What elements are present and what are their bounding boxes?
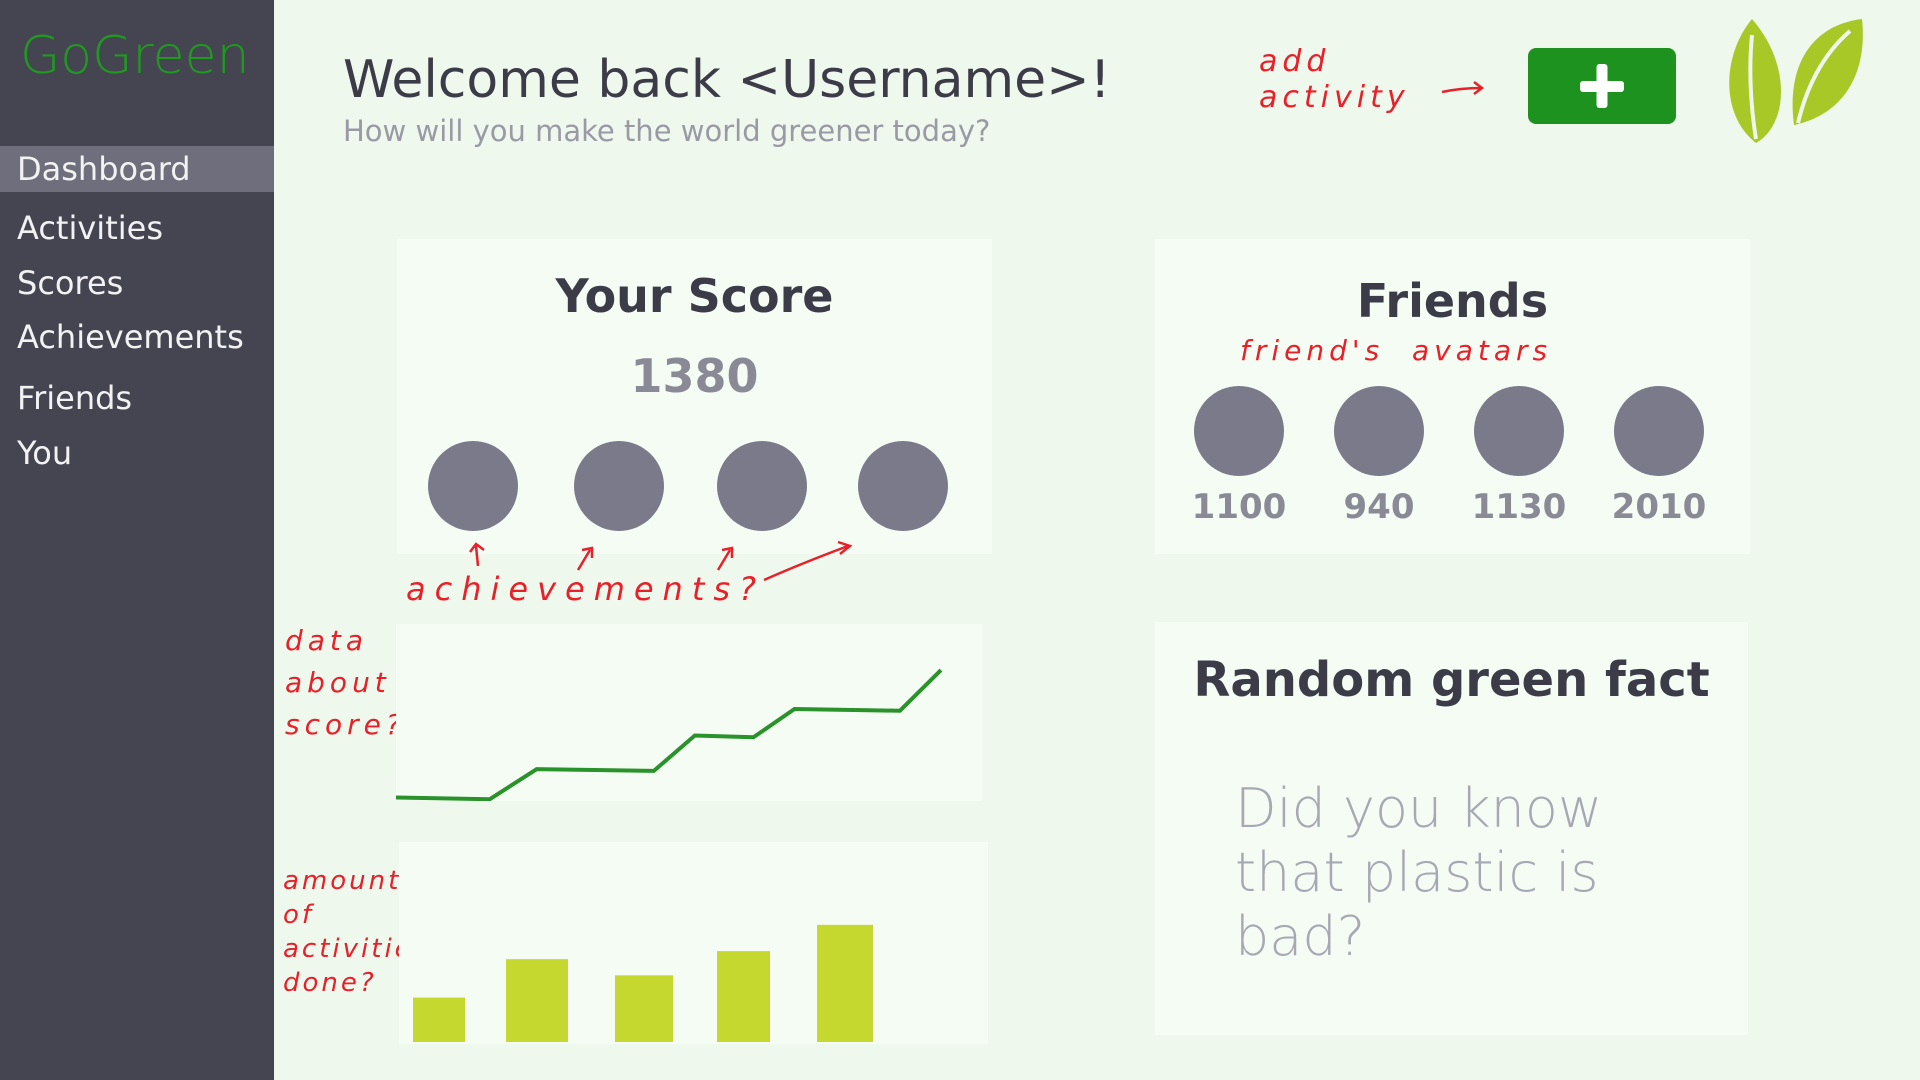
score-value: 1380 bbox=[630, 349, 759, 403]
friend-score: 2010 bbox=[1611, 487, 1707, 527]
activity-bar bbox=[615, 975, 673, 1042]
plus-icon bbox=[1580, 64, 1624, 108]
sidebar-item-achievements[interactable]: Achievements bbox=[17, 318, 244, 356]
sidebar-item-scores[interactable]: Scores bbox=[17, 264, 124, 302]
sidebar-item-activities[interactable]: Activities bbox=[17, 209, 163, 247]
arrow-icon bbox=[1441, 81, 1485, 95]
friends-card: Friends 1100 940 1130 2010 bbox=[1155, 239, 1750, 554]
friend-score: 1100 bbox=[1191, 487, 1287, 527]
page-subtitle: How will you make the world greener toda… bbox=[343, 114, 991, 148]
friend-avatar[interactable] bbox=[1334, 386, 1424, 476]
leaf-icon bbox=[1729, 19, 1863, 143]
annotation-arrows bbox=[469, 540, 853, 582]
score-line-chart bbox=[396, 624, 982, 801]
achievement-badge[interactable] bbox=[717, 441, 807, 531]
friend-avatar[interactable] bbox=[1194, 386, 1284, 476]
page-title: Welcome back <Username>! bbox=[343, 50, 1111, 110]
sidebar-item-friends[interactable]: Friends bbox=[17, 379, 133, 417]
achievement-badge[interactable] bbox=[858, 441, 948, 531]
annotation-achievements: achievements? bbox=[406, 570, 766, 608]
friend-score: 940 bbox=[1343, 487, 1415, 527]
score-line bbox=[396, 668, 943, 801]
fact-text: Did you know that plastic is bad? bbox=[1235, 777, 1603, 968]
sidebar: GoGreen Dashboard Activities Scores Achi… bbox=[0, 0, 274, 1080]
annotation-add-activity: add activity bbox=[1259, 44, 1410, 115]
sidebar-item-dashboard[interactable]: Dashboard bbox=[0, 146, 274, 192]
friends-card-title: Friends bbox=[1356, 274, 1549, 328]
activity-bar bbox=[506, 959, 568, 1042]
friend-avatar[interactable] bbox=[1474, 386, 1564, 476]
sidebar-item-you[interactable]: You bbox=[17, 434, 73, 472]
annotation-score-data: data about score? bbox=[285, 624, 406, 741]
fact-card-title: Random green fact bbox=[1193, 652, 1710, 708]
add-activity-button[interactable] bbox=[1528, 48, 1676, 124]
friend-score: 1130 bbox=[1471, 487, 1567, 527]
friend-avatar[interactable] bbox=[1614, 386, 1704, 476]
score-card: Your Score 1380 bbox=[397, 239, 992, 554]
app-logo[interactable]: GoGreen bbox=[20, 26, 250, 86]
activity-bar bbox=[413, 997, 465, 1042]
annotation-friends: friend's avatars bbox=[1240, 334, 1553, 367]
activities-bar-chart bbox=[399, 842, 988, 1044]
score-card-title: Your Score bbox=[555, 269, 834, 323]
achievement-badge[interactable] bbox=[428, 441, 518, 531]
activity-bar bbox=[817, 924, 873, 1042]
activity-bar bbox=[717, 951, 770, 1042]
fact-card: Random green fact Did you know that plas… bbox=[1155, 622, 1748, 1035]
achievement-badge[interactable] bbox=[574, 441, 664, 531]
